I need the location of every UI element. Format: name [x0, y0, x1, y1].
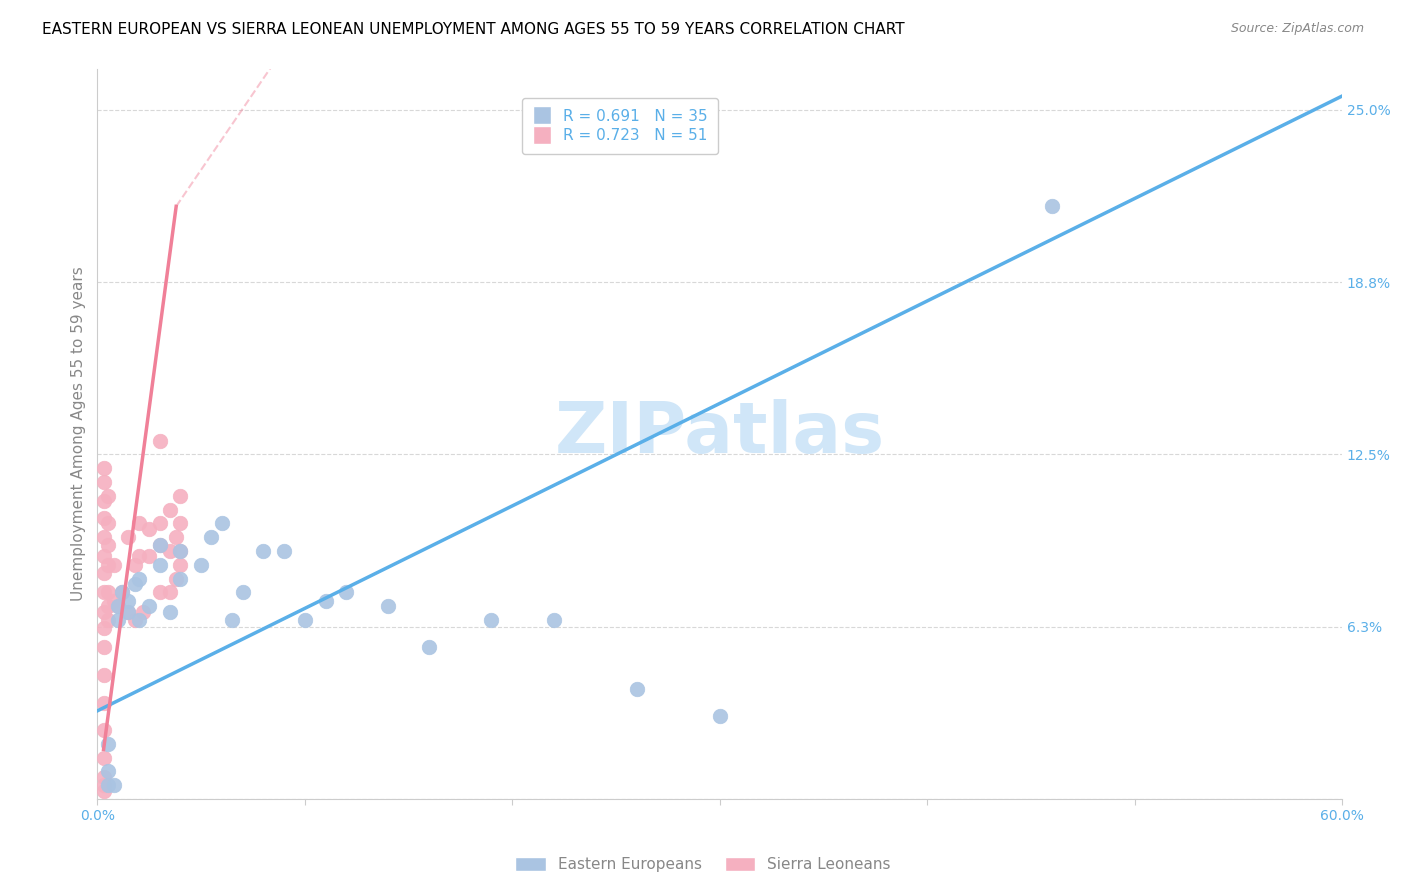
Point: [111, 585, 134, 599]
Point: [418, 640, 440, 655]
Point: [294, 613, 316, 627]
Point: [103, 558, 125, 572]
Point: [335, 585, 357, 599]
Point: [377, 599, 399, 613]
Point: [97, 764, 120, 779]
Point: [103, 593, 125, 607]
Point: [93, 475, 115, 489]
Point: [93, 621, 115, 635]
Point: [159, 502, 181, 516]
Point: [97, 599, 120, 613]
Point: [169, 544, 191, 558]
Point: [97, 737, 120, 751]
Point: [93, 566, 115, 580]
Point: [200, 530, 222, 544]
Point: [93, 770, 115, 784]
Point: [149, 538, 172, 552]
Point: [93, 750, 115, 764]
Point: [93, 494, 115, 508]
Point: [128, 516, 150, 531]
Point: [97, 538, 120, 552]
Point: [159, 605, 181, 619]
Point: [159, 585, 181, 599]
Point: [149, 516, 172, 531]
Point: [124, 558, 146, 572]
Point: [128, 549, 150, 564]
Point: [165, 530, 187, 544]
Point: [107, 599, 129, 613]
Point: [107, 613, 129, 627]
Point: [543, 613, 565, 627]
Point: [132, 605, 155, 619]
Point: [93, 640, 115, 655]
Point: [93, 585, 115, 599]
Point: [211, 516, 233, 531]
Point: [273, 544, 295, 558]
Text: EASTERN EUROPEAN VS SIERRA LEONEAN UNEMPLOYMENT AMONG AGES 55 TO 59 YEARS CORREL: EASTERN EUROPEAN VS SIERRA LEONEAN UNEMP…: [42, 22, 905, 37]
Point: [190, 558, 212, 572]
Point: [97, 585, 120, 599]
Point: [93, 784, 115, 798]
Point: [93, 723, 115, 738]
Point: [124, 613, 146, 627]
Point: [117, 593, 139, 607]
Point: [128, 572, 150, 586]
Text: ZIPatlas: ZIPatlas: [554, 400, 884, 468]
Point: [93, 696, 115, 710]
Point: [124, 577, 146, 591]
Point: [93, 778, 115, 792]
Point: [93, 605, 115, 619]
Point: [93, 530, 115, 544]
Y-axis label: Unemployment Among Ages 55 to 59 years: Unemployment Among Ages 55 to 59 years: [72, 267, 86, 601]
Point: [149, 434, 172, 448]
Point: [128, 613, 150, 627]
Point: [169, 489, 191, 503]
Point: [97, 778, 120, 792]
Point: [138, 522, 160, 536]
Legend: Eastern Europeans, Sierra Leoneans: Eastern Europeans, Sierra Leoneans: [508, 849, 898, 880]
Point: [117, 530, 139, 544]
Text: Source: ZipAtlas.com: Source: ZipAtlas.com: [1230, 22, 1364, 36]
Point: [709, 709, 731, 723]
Legend: R = 0.691   N = 35, R = 0.723   N = 51: R = 0.691 N = 35, R = 0.723 N = 51: [522, 98, 718, 154]
Point: [97, 489, 120, 503]
Point: [138, 599, 160, 613]
Point: [93, 511, 115, 525]
Point: [93, 668, 115, 682]
Point: [169, 558, 191, 572]
Point: [103, 778, 125, 792]
Point: [232, 585, 254, 599]
Point: [111, 585, 134, 599]
Point: [97, 613, 120, 627]
Point: [117, 605, 139, 619]
Point: [149, 585, 172, 599]
Point: [149, 558, 172, 572]
Point: [1040, 199, 1063, 213]
Point: [159, 544, 181, 558]
Point: [93, 549, 115, 564]
Point: [315, 593, 337, 607]
Point: [117, 605, 139, 619]
Point: [169, 516, 191, 531]
Point: [221, 613, 243, 627]
Point: [149, 538, 172, 552]
Point: [97, 516, 120, 531]
Point: [97, 558, 120, 572]
Point: [252, 544, 274, 558]
Point: [138, 549, 160, 564]
Point: [165, 572, 187, 586]
Point: [169, 572, 191, 586]
Point: [107, 599, 129, 613]
Point: [481, 613, 503, 627]
Point: [169, 544, 191, 558]
Point: [93, 461, 115, 475]
Point: [626, 681, 648, 696]
